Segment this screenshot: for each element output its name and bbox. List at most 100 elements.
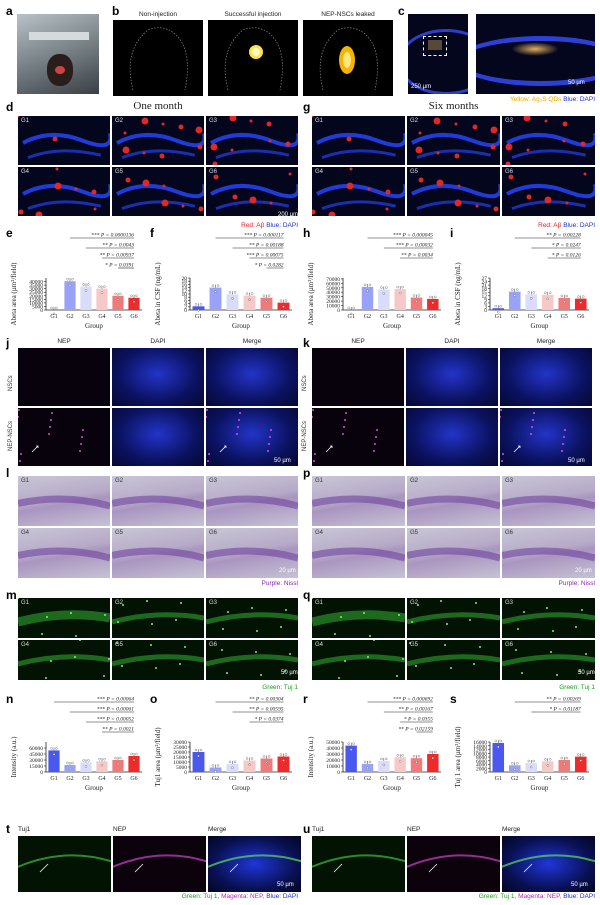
- data-point: [66, 278, 69, 281]
- y-axis-label: Intensity (a.u.): [10, 736, 18, 778]
- y-tick-label: 20000: [326, 758, 340, 764]
- data-point: [382, 763, 385, 767]
- data-point: [366, 289, 369, 293]
- x-tick-label: G3: [528, 314, 535, 320]
- bar-g5: [260, 758, 273, 772]
- data-point: [579, 759, 582, 762]
- bar-g3: [378, 760, 390, 772]
- data-point: [132, 300, 136, 303]
- micro-image-g2: G2: [112, 476, 204, 526]
- data-point: [352, 742, 355, 745]
- caption-u-magenta: Magenta: NEP,: [518, 893, 562, 900]
- data-point: [282, 305, 285, 308]
- nep-image: [206, 348, 298, 406]
- y-tick-label: 30000: [29, 758, 43, 764]
- y-tick-label: 50000: [326, 740, 340, 746]
- data-point: [66, 761, 69, 765]
- col-header: Merge: [208, 826, 227, 833]
- data-point: [412, 755, 416, 758]
- group-label: G1: [315, 600, 324, 606]
- group-label: G5: [115, 169, 124, 175]
- nep-image: [406, 408, 498, 466]
- y-tick-label: 16000: [473, 740, 487, 746]
- sig-label: ** P = 0.00188: [249, 243, 284, 249]
- group-label: G3: [505, 118, 514, 124]
- data-point: [546, 764, 549, 767]
- y-tick-label: 40000: [326, 746, 340, 752]
- x-axis-label: Group: [531, 322, 549, 330]
- data-point: [130, 752, 133, 756]
- group-label: G2: [410, 478, 419, 484]
- nep-image: [206, 408, 298, 466]
- data-point: [231, 766, 234, 769]
- micro-image-g1: G1: [18, 598, 110, 638]
- bar-g4: [96, 761, 108, 772]
- y-tick-label: 6000: [476, 759, 487, 765]
- x-tick-label: G5: [413, 776, 420, 782]
- col-header: Merge: [502, 826, 521, 833]
- y-tick-label: 15: [482, 290, 488, 296]
- bar-g5: [112, 295, 124, 310]
- bar-g4: [394, 289, 406, 310]
- data-point: [68, 767, 72, 771]
- micro-image-g1: G1: [18, 116, 110, 165]
- data-point: [530, 297, 533, 300]
- x-axis-label: Group: [85, 784, 103, 792]
- data-point: [98, 285, 101, 288]
- data-point: [214, 290, 217, 293]
- scale-200-d: 200 µm: [278, 212, 299, 218]
- data-point: [197, 309, 200, 312]
- y-tick-label: 5000: [32, 304, 43, 310]
- y-tick-label: 20: [182, 276, 188, 282]
- caption-c: Yellow: Ag₂S QDs Blue: DAPI: [478, 96, 595, 103]
- y-axis-label: Abeta area (µm²/field): [307, 262, 315, 326]
- y-tick-label: 30000: [326, 295, 340, 301]
- panel-label-i: i: [450, 226, 454, 240]
- y-tick-label: 6: [484, 301, 487, 307]
- x-axis-label: Group: [232, 322, 250, 330]
- bar-g5: [410, 297, 423, 310]
- y-tick-label: 12000: [473, 748, 487, 754]
- data-point: [563, 762, 566, 766]
- data-point: [350, 312, 353, 316]
- caption-m: Green: Tuj 1: [262, 684, 298, 691]
- data-point: [494, 739, 497, 743]
- micro-image-g6: G6: [206, 167, 298, 216]
- caption-t-green: Green: Tuj 1,: [181, 893, 220, 900]
- micro-image-g3: G3: [206, 598, 298, 638]
- data-point: [382, 292, 385, 295]
- y-tick-label: 0: [40, 308, 43, 314]
- bar-g6: [574, 756, 587, 772]
- data-point: [582, 295, 585, 298]
- y-tick-label: 21: [482, 283, 488, 289]
- data-point: [114, 756, 117, 760]
- x-axis-label: Group: [383, 784, 401, 792]
- y-tick-label: 24: [482, 280, 488, 286]
- data-point: [565, 294, 568, 298]
- title-one-month: One month: [133, 100, 183, 112]
- y-tick-label: 60000: [29, 746, 43, 752]
- micro-image-g2: G2: [112, 116, 204, 165]
- x-tick-label: G1: [347, 314, 354, 320]
- y-tick-label: 8: [184, 295, 187, 301]
- bar-g6: [128, 297, 140, 310]
- x-tick-label: G2: [66, 776, 73, 782]
- micro-image-g6: G6: [206, 640, 298, 680]
- data-point: [412, 294, 416, 297]
- y-tick-label: 12: [482, 294, 488, 300]
- micro-image-g6: G6: [502, 528, 595, 578]
- group-label: G6: [209, 169, 218, 175]
- col-header: DAPI: [150, 338, 166, 345]
- bar-g1: [492, 742, 505, 772]
- y-axis-label: Abeta in CSF (ng/mL): [154, 262, 162, 326]
- group-label: G4: [21, 530, 30, 536]
- panel-label-t: t: [6, 822, 10, 836]
- x-tick-label: G2: [364, 776, 371, 782]
- data-point: [549, 758, 552, 761]
- y-axis-label: Abeta in CSF (ng/mL): [454, 262, 462, 326]
- tuj-nep-image: [18, 836, 111, 892]
- nep-image: [312, 348, 404, 406]
- micro-image-g4: G4: [18, 167, 110, 216]
